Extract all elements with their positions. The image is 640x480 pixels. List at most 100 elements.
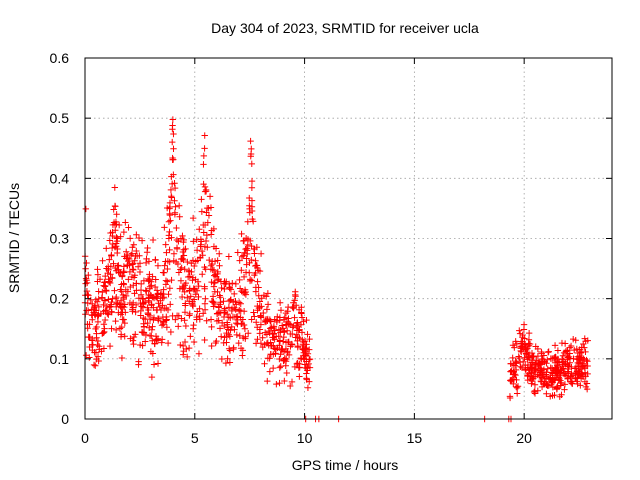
data-point xyxy=(181,282,189,289)
data-point xyxy=(96,276,104,283)
data-point xyxy=(199,310,207,317)
data-point xyxy=(294,337,301,345)
data-point xyxy=(85,271,92,279)
data-point xyxy=(186,312,193,319)
data-point xyxy=(252,257,259,264)
data-point xyxy=(106,279,114,287)
data-point xyxy=(302,346,309,353)
data-point xyxy=(279,338,287,345)
data-point xyxy=(196,312,203,320)
data-point xyxy=(175,323,182,330)
data-point xyxy=(549,370,556,377)
data-point xyxy=(256,298,264,305)
data-point xyxy=(184,294,191,301)
data-point xyxy=(180,252,188,259)
data-point xyxy=(568,370,575,378)
data-point xyxy=(259,334,266,341)
data-point xyxy=(104,269,111,277)
data-point xyxy=(566,359,574,366)
data-point xyxy=(525,340,532,347)
data-point xyxy=(231,326,238,333)
data-point xyxy=(175,238,182,245)
data-point xyxy=(105,296,112,303)
data-point xyxy=(146,285,153,292)
data-point xyxy=(132,308,139,316)
data-point xyxy=(236,285,244,292)
data-point xyxy=(581,378,589,385)
data-point xyxy=(172,203,179,210)
data-point xyxy=(264,301,272,308)
data-point xyxy=(300,352,307,360)
data-point xyxy=(507,377,515,384)
data-point xyxy=(133,231,140,238)
data-point xyxy=(161,262,168,269)
data-point xyxy=(142,259,150,267)
x-tick-label: 20 xyxy=(516,430,532,446)
data-point xyxy=(119,316,126,323)
data-point xyxy=(136,252,143,259)
data-point xyxy=(91,303,98,311)
data-point xyxy=(116,325,124,332)
data-point xyxy=(298,355,305,363)
data-point xyxy=(195,293,202,301)
data-point xyxy=(189,257,197,264)
data-point xyxy=(132,331,139,338)
data-point xyxy=(276,299,284,306)
data-point xyxy=(215,276,222,283)
data-point xyxy=(146,276,153,284)
data-point xyxy=(149,350,157,357)
data-point xyxy=(242,335,249,342)
data-point xyxy=(238,230,245,238)
data-point xyxy=(250,309,257,316)
data-point xyxy=(186,285,193,292)
data-point xyxy=(524,353,532,361)
data-point xyxy=(216,325,224,332)
data-point xyxy=(506,394,514,402)
data-point xyxy=(208,260,216,268)
data-point xyxy=(256,304,263,311)
data-point xyxy=(528,370,535,377)
data-point xyxy=(181,317,188,324)
data-point xyxy=(256,267,264,275)
data-point xyxy=(574,374,581,381)
data-point xyxy=(106,237,113,244)
data-point xyxy=(223,319,231,326)
data-point xyxy=(144,310,152,317)
data-point xyxy=(516,327,523,334)
data-point xyxy=(173,224,180,232)
data-point xyxy=(135,361,142,368)
data-point xyxy=(180,238,187,246)
data-point xyxy=(275,333,282,340)
data-point xyxy=(151,283,159,291)
data-point xyxy=(177,341,184,349)
data-point xyxy=(242,288,249,296)
data-point xyxy=(108,325,115,332)
data-point xyxy=(550,355,558,362)
data-point xyxy=(290,322,297,330)
data-point xyxy=(95,295,102,303)
data-point xyxy=(210,303,217,310)
data-point xyxy=(149,236,157,244)
data-point xyxy=(160,269,168,276)
data-point xyxy=(190,338,198,346)
data-point xyxy=(130,241,137,248)
data-point xyxy=(580,356,588,364)
data-point xyxy=(107,263,115,270)
data-point xyxy=(266,368,274,375)
data-point xyxy=(122,219,129,226)
data-point xyxy=(207,231,215,238)
data-point xyxy=(218,355,226,363)
data-point xyxy=(257,313,265,320)
data-point xyxy=(120,228,128,236)
data-point xyxy=(237,345,245,352)
data-point xyxy=(558,379,565,387)
data-point xyxy=(164,339,172,347)
data-point xyxy=(100,321,108,328)
data-point xyxy=(115,221,123,229)
data-point xyxy=(184,273,192,281)
data-point xyxy=(106,342,114,350)
data-point xyxy=(130,266,137,274)
data-point xyxy=(286,320,293,327)
data-point xyxy=(270,342,277,350)
data-point xyxy=(511,362,519,369)
